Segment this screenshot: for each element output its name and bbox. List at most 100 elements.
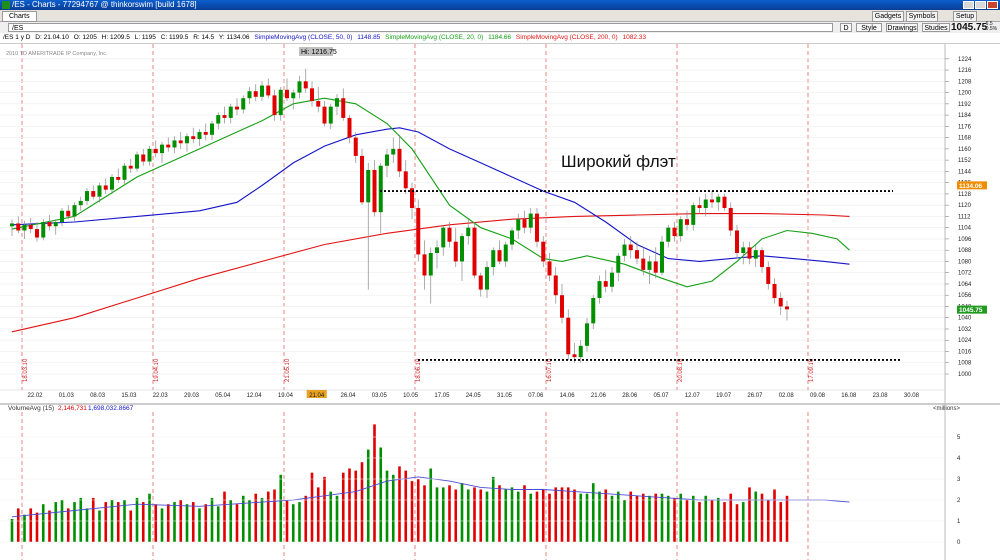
y-tick-label: 1080 <box>958 259 972 265</box>
candle-up <box>647 261 652 270</box>
volume-bar <box>416 479 420 542</box>
volume-bar <box>423 485 426 542</box>
maximize-icon[interactable] <box>975 1 986 9</box>
volume-bar <box>373 424 376 542</box>
x-tick-label: 12.07 <box>685 393 701 399</box>
window-title-bar: /ES - Charts - 77294767 @ thinkorswim [b… <box>0 0 1000 10</box>
candle-up <box>291 92 296 99</box>
sma20-line <box>11 97 850 288</box>
volume-bar <box>223 491 226 542</box>
volume-bar <box>660 493 664 542</box>
price-tag <box>957 181 987 190</box>
volume-bar <box>504 489 508 542</box>
gadgets-button[interactable]: Gadgets <box>872 11 904 22</box>
y-tick-label: 1128 <box>958 192 972 198</box>
volume-bar <box>198 508 201 542</box>
symbols-button[interactable]: Symbols <box>906 11 938 22</box>
candle-down <box>778 298 783 307</box>
candle-down <box>322 106 327 124</box>
candle-up <box>466 227 471 237</box>
volume-bar <box>379 447 383 542</box>
volume-bar <box>441 487 445 542</box>
candle-up <box>491 250 496 268</box>
candle-down <box>472 227 477 276</box>
candle-up <box>678 219 683 237</box>
tab-charts[interactable]: Charts <box>2 11 37 22</box>
volume-bar <box>391 474 395 542</box>
candle-down <box>672 227 677 237</box>
volume-bar <box>141 502 145 542</box>
volume-bar <box>735 504 739 542</box>
volume-bar <box>716 497 720 542</box>
y-tick-label: 1088 <box>958 248 972 254</box>
x-tick-label: 14.06 <box>560 393 576 399</box>
y-tick-label: 1024 <box>958 338 972 344</box>
volume-bar <box>316 487 320 542</box>
price-panel <box>0 44 1000 404</box>
volume-bar <box>254 493 258 542</box>
y-tick-label: 1192 <box>958 102 972 108</box>
candle-down <box>635 250 639 259</box>
y-tick-label: 1152 <box>958 158 972 164</box>
candle-down <box>410 188 414 208</box>
drawings-button[interactable]: Drawings <box>886 23 918 32</box>
candle-down <box>697 205 702 208</box>
volume-bar <box>329 491 333 542</box>
setup-button[interactable]: Setup <box>953 11 977 22</box>
volume-bar <box>41 504 45 542</box>
price-tag-label: 1045.75 <box>959 307 983 314</box>
volume-bar <box>304 495 308 542</box>
candle-down <box>285 89 289 99</box>
candle-up <box>10 223 14 227</box>
candle-down <box>341 98 346 118</box>
close-icon[interactable] <box>987 1 998 9</box>
volume-bar <box>466 489 470 542</box>
sma200-legend[interactable]: SimpleMovingAvg (CLOSE, 200, 0) <box>515 34 618 41</box>
candle-up <box>22 224 27 231</box>
sma50-value: 1148.85 <box>357 34 381 41</box>
volume-bar <box>385 470 389 542</box>
volume-bar <box>323 476 326 542</box>
candle-up <box>53 222 58 227</box>
candle-up <box>335 98 339 107</box>
candle-up <box>366 169 371 203</box>
sma20-legend[interactable]: SimpleMovingAvg (CLOSE, 20, 0) <box>385 34 484 41</box>
symbol-input[interactable]: /ES <box>8 23 833 32</box>
minimize-icon[interactable] <box>963 1 974 9</box>
candle-down <box>560 295 564 318</box>
period-button[interactable]: D <box>840 23 852 32</box>
studies-button[interactable]: Studies <box>922 23 950 32</box>
event-marker-label: 21.05.10 <box>285 358 291 382</box>
volume-bar <box>535 491 539 542</box>
sma50-legend[interactable]: SimpleMovingAvg (CLOSE, 50, 0) <box>254 34 353 41</box>
candle-down <box>497 250 502 262</box>
y-tick-label: 1176 <box>958 124 972 130</box>
candle-up <box>41 222 46 238</box>
volume-bar <box>310 472 314 542</box>
volume-bar <box>335 495 339 542</box>
volume-bar <box>491 476 495 542</box>
ohlc-range: R: 14.5 <box>193 34 215 41</box>
candle-down <box>266 85 271 96</box>
volume-bar <box>360 462 364 542</box>
candle-up <box>228 106 233 118</box>
event-marker-label: 19.04.10 <box>154 358 160 382</box>
candle-up <box>328 106 333 124</box>
volume-bar <box>166 504 170 542</box>
volume-bar <box>210 497 214 542</box>
candle-down <box>303 81 308 89</box>
volume-bar <box>723 502 726 542</box>
price-change-abs: -6.5 <box>984 21 993 27</box>
volume-bar <box>429 468 433 542</box>
volume-units: <millions> <box>933 406 961 412</box>
volume-avg-value: 1,698,032.8667 <box>88 405 134 412</box>
volume-bar <box>404 470 408 542</box>
volume-bar <box>66 508 70 542</box>
style-button[interactable]: Style <box>856 23 882 32</box>
candle-down <box>178 140 183 144</box>
x-tick-label: 09.08 <box>810 393 826 399</box>
volume-bar <box>54 502 58 542</box>
x-tick-label: 07.06 <box>528 393 544 399</box>
candle-down <box>772 283 777 299</box>
volume-bar <box>754 491 758 542</box>
